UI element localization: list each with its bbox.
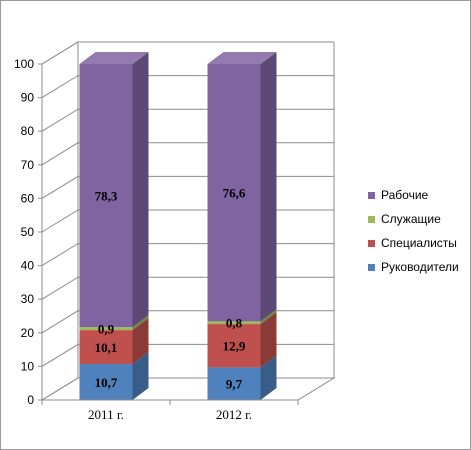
bar-side	[260, 312, 277, 368]
legend-swatch	[368, 191, 375, 199]
y-tick-label: 30	[21, 292, 35, 306]
data-labels: 10,7 10,1 0,9 78,3 9,7 12,9 0,8 76,6	[95, 186, 246, 392]
bar-front	[207, 321, 261, 325]
legend-label: Рабочие	[381, 188, 429, 202]
bar-side	[132, 315, 149, 331]
legend: Рабочие Служащие Специалисты Руководители	[368, 183, 459, 279]
legend-label: Специалисты	[381, 236, 457, 250]
legend-item: Рабочие	[368, 183, 459, 207]
y-tick-label: 50	[21, 225, 35, 239]
bar-side	[132, 52, 149, 328]
bar-front	[79, 364, 133, 400]
bar-segment	[207, 312, 277, 368]
legend-item: Служащие	[368, 207, 459, 231]
bar-side	[260, 52, 277, 322]
y-tick-label: 100	[14, 57, 34, 71]
legend-item: Специалисты	[368, 231, 459, 255]
bar-side	[260, 309, 277, 325]
bar-segment	[207, 309, 277, 325]
bar-front	[79, 330, 133, 365]
x-axis: 2011 г. 2012 г.	[41, 399, 299, 422]
bars	[79, 52, 277, 400]
bar-segment	[207, 52, 277, 322]
bar-front	[207, 64, 261, 322]
y-tick-label: 10	[21, 359, 35, 373]
legend-swatch	[368, 215, 375, 223]
legend-swatch	[368, 239, 375, 247]
bar-segment	[79, 352, 149, 400]
bar-side	[132, 352, 149, 400]
legend-label: Руководители	[381, 260, 459, 274]
legend-item: Руководители	[368, 255, 459, 279]
x-tick-label: 2011 г.	[88, 407, 124, 422]
data-label: 76,6	[223, 186, 246, 201]
y-tick-label: 90	[21, 91, 35, 105]
y-tick-label: 0	[27, 393, 34, 407]
y-tick-label: 70	[21, 158, 35, 172]
y-tick-label: 80	[21, 124, 35, 138]
gridline	[41, 41, 334, 65]
bar-side	[132, 318, 149, 365]
x-tick-label: 2012 г.	[216, 407, 252, 422]
y-axis: 0 10 20 30 40 50 60 70 80 90 100	[14, 57, 43, 407]
data-label: 10,7	[95, 375, 118, 390]
data-label: 78,3	[95, 189, 118, 204]
bar-front	[207, 324, 261, 368]
bar-top	[79, 52, 149, 64]
bar-front	[79, 327, 133, 331]
y-tick-label: 40	[21, 259, 35, 273]
bar-segment	[79, 315, 149, 331]
y-tick-label: 20	[21, 326, 35, 340]
data-label: 10,1	[95, 340, 118, 355]
legend-swatch	[368, 263, 375, 271]
bar-segment	[207, 355, 277, 400]
bar-front	[79, 64, 133, 328]
bar-segment	[79, 52, 149, 328]
data-label: 12,9	[223, 339, 246, 354]
bar-front	[207, 367, 261, 400]
data-label: 0,8	[226, 316, 243, 331]
bar-segment	[79, 318, 149, 365]
data-label: 0,9	[98, 322, 115, 337]
legend-label: Служащие	[381, 212, 441, 226]
bar-top	[207, 52, 277, 64]
data-label: 9,7	[226, 377, 243, 392]
y-tick-label: 60	[21, 191, 35, 205]
bar-side	[260, 355, 277, 400]
